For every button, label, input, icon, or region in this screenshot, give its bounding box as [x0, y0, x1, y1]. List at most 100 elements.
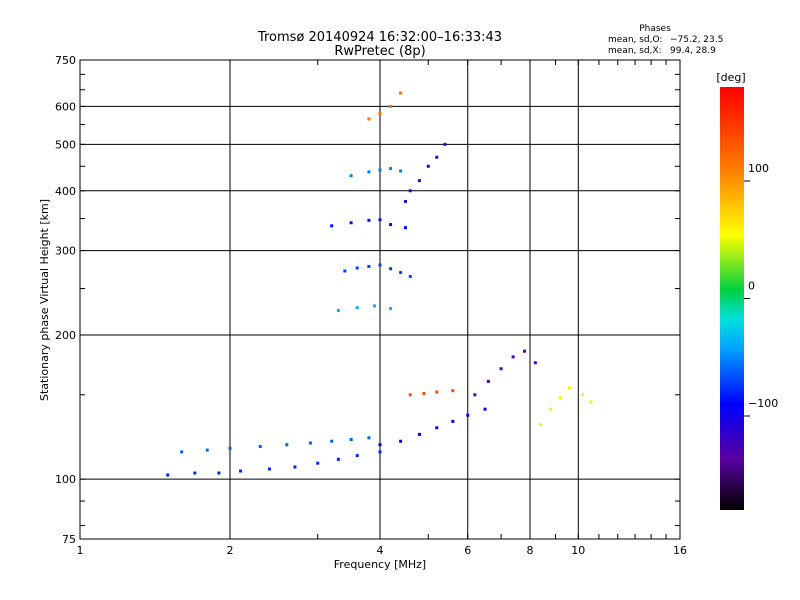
phase-stats-o-values: −75.2, 23.5	[670, 35, 723, 45]
data-point	[378, 111, 382, 115]
colorbar-tick-label: 0	[748, 280, 755, 293]
data-point	[355, 306, 359, 310]
data-point	[378, 218, 382, 222]
data-point	[417, 432, 421, 436]
data-point	[581, 393, 585, 397]
data-point	[367, 436, 371, 440]
data-point	[267, 467, 271, 471]
data-point	[308, 441, 312, 445]
data-point	[549, 407, 553, 411]
data-point	[403, 226, 407, 230]
data-point	[417, 179, 421, 183]
data-point	[378, 168, 382, 172]
data-point	[399, 439, 403, 443]
y-tick-label: 500	[55, 138, 76, 151]
data-point	[399, 91, 403, 95]
data-point	[378, 443, 382, 447]
y-tick-label: 750	[55, 54, 76, 67]
data-point	[389, 223, 393, 227]
data-point	[367, 264, 371, 268]
data-point	[589, 400, 593, 404]
data-point	[408, 274, 412, 278]
data-point	[486, 379, 490, 383]
data-point	[408, 189, 412, 193]
data-point	[466, 413, 470, 417]
colorbar-tick-label: 100	[748, 162, 769, 175]
data-point	[355, 454, 359, 458]
data-point	[473, 393, 477, 397]
y-tick-label: 300	[55, 245, 76, 258]
data-point	[205, 448, 209, 452]
x-axis-ticks: 1 2 4 6 8 10 16	[77, 60, 687, 557]
data-point	[435, 155, 439, 159]
data-point	[367, 218, 371, 222]
data-point	[533, 361, 537, 365]
data-point	[435, 390, 439, 394]
data-point	[378, 450, 382, 454]
y-tick-label: 100	[55, 473, 76, 486]
data-point	[378, 263, 382, 267]
data-point	[349, 221, 353, 225]
x-tick-label: 8	[527, 544, 534, 557]
x-tick-label: 10	[571, 544, 585, 557]
data-point	[558, 396, 562, 400]
y-tick-label: 200	[55, 329, 76, 342]
data-point	[539, 423, 543, 427]
x-tick-label: 1	[77, 544, 84, 557]
phase-stats-o-label: mean, sd,O:	[608, 35, 662, 45]
chart-subtitle: RwPretec (8p)	[334, 44, 425, 59]
chart-title: Tromsø 20140924 16:32:00–16:33:43	[257, 30, 502, 45]
data-point	[451, 389, 455, 393]
data-point	[426, 164, 430, 168]
phase-stats-x-label: mean, sd,X:	[608, 46, 662, 56]
data-point	[399, 271, 403, 275]
phase-stats-x-values: 99.4, 28.9	[670, 46, 716, 56]
data-point	[403, 199, 407, 203]
x-tick-label: 4	[377, 544, 384, 557]
data-point	[443, 142, 447, 146]
data-point	[343, 269, 347, 273]
data-point	[389, 307, 393, 311]
data-point	[336, 308, 340, 312]
data-points	[166, 91, 593, 477]
data-point	[293, 465, 297, 469]
colorbar-tick-label: −100	[748, 397, 778, 410]
data-point	[483, 407, 487, 411]
x-axis-label: Frequency [MHz]	[334, 558, 426, 571]
data-point	[336, 457, 340, 461]
data-point	[435, 426, 439, 430]
data-point	[408, 393, 412, 397]
data-point	[389, 167, 393, 171]
x-tick-label: 2	[227, 544, 234, 557]
colorbar	[720, 87, 744, 510]
data-point	[422, 391, 426, 395]
y-tick-label: 400	[55, 185, 76, 198]
data-point	[373, 304, 377, 308]
data-point	[511, 355, 515, 359]
data-point	[567, 386, 571, 390]
y-axis-ticks: 75 100 200 300 400 500 600 750	[55, 54, 680, 546]
data-point	[258, 444, 262, 448]
data-point	[367, 117, 371, 121]
y-tick-label: 600	[55, 100, 76, 113]
colorbar-label: [deg]	[716, 71, 745, 84]
data-point	[193, 471, 197, 475]
data-point	[399, 169, 403, 173]
x-tick-label: 16	[673, 544, 687, 557]
y-axis-label: Stationary phase Virtual Height [km]	[38, 199, 51, 401]
data-point	[330, 439, 334, 443]
data-point	[239, 469, 243, 473]
data-point	[389, 104, 393, 108]
data-point	[285, 443, 289, 447]
data-point	[451, 419, 455, 423]
y-tick-label: 75	[62, 533, 76, 546]
data-point	[355, 266, 359, 270]
data-point	[316, 461, 320, 465]
data-point	[349, 438, 353, 442]
x-tick-label: 6	[464, 544, 471, 557]
data-point	[180, 450, 184, 454]
colorbar-ticks: 100 0 −100	[744, 162, 778, 417]
data-point	[330, 224, 334, 228]
data-point	[166, 473, 170, 477]
